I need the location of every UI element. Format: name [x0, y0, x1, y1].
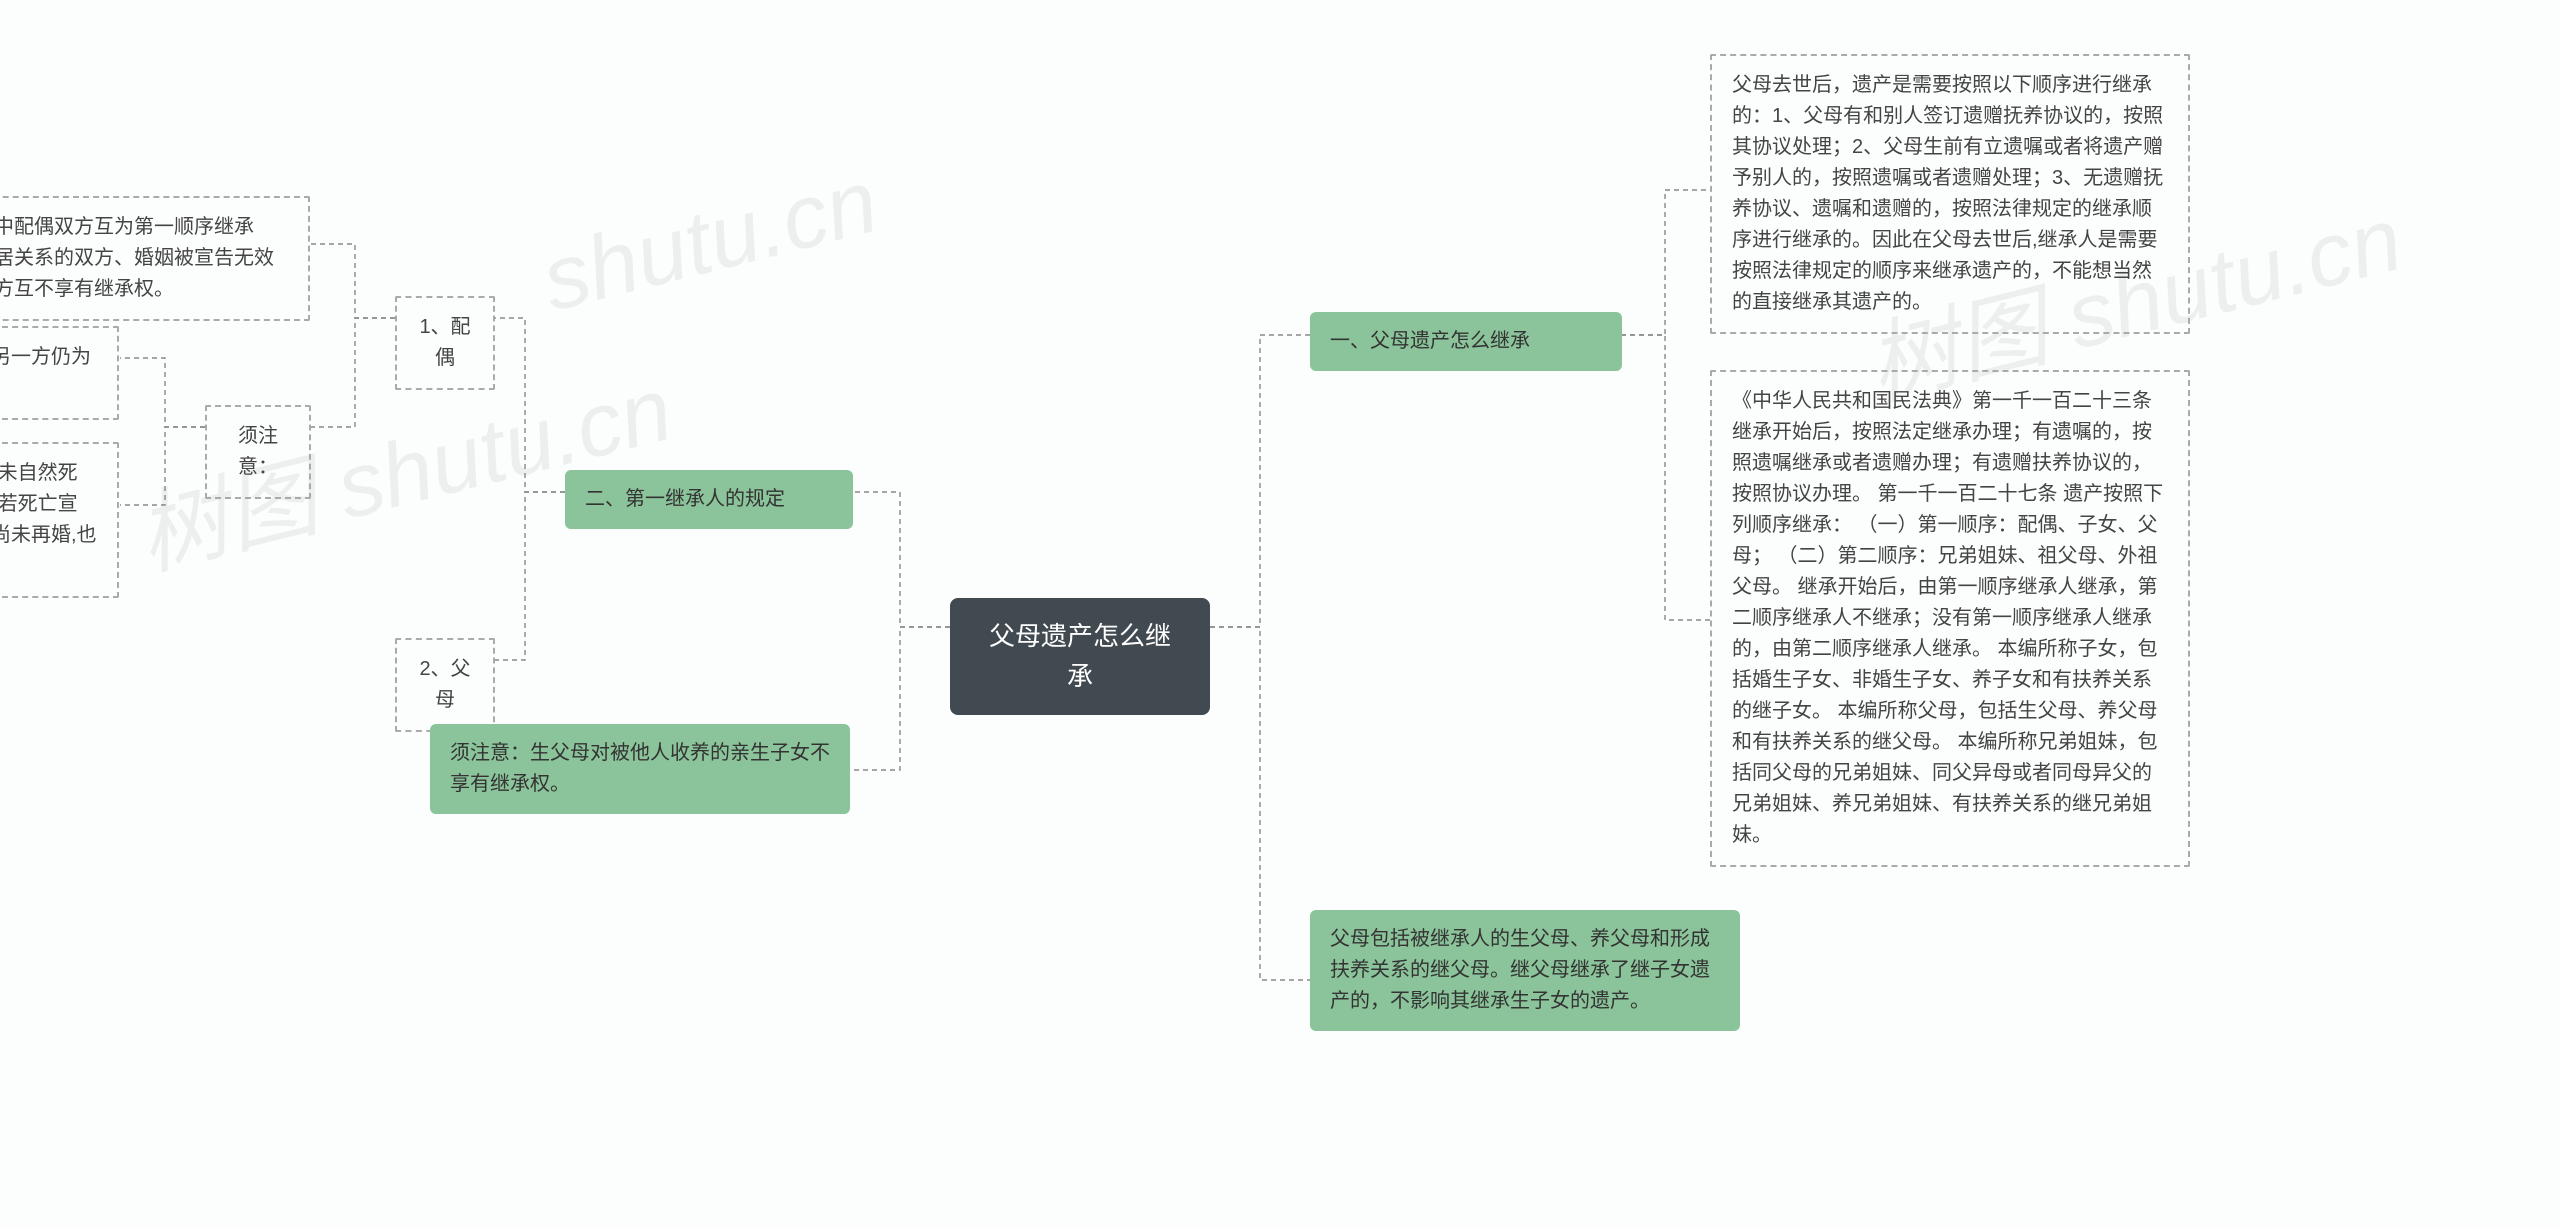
section-3-note: 父母包括被继承人的生父母、养父母和形成扶养关系的继父母。继父母继承了继子女遗产的… [1310, 910, 1740, 1031]
note-label: 须注意： [205, 405, 311, 499]
note-1: ①配偶一方在离婚诉讼中死亡的，另一方仍为为第一顺序法定继承人。 [0, 326, 119, 420]
section-note: 须注意：生父母对被他人收养的亲生子女不享有继承权。 [430, 724, 850, 814]
item-2-label: 2、父母 [395, 638, 495, 732]
section-1-detail-b: 《中华人民共和国民法典》第一千一百二十三条 继承开始后，按照法定继承办理；有遗嘱… [1710, 370, 2190, 867]
watermark: shutu.cn [533, 150, 888, 332]
section-1-detail-a: 父母去世后，遗产是需要按照以下顺序进行继承的：1、父母有和别人签订遗赠抚养协议的… [1710, 54, 2190, 334]
section-2-title: 二、第一继承人的规定 [565, 470, 853, 529]
section-1-title: 一、父母遗产怎么继承 [1310, 312, 1622, 371]
item-1-label: 1、配偶 [395, 296, 495, 390]
item-1-detail: 合法婚姻关系中配偶双方互为第一顺序继承人。所以，同居关系的双方、婚姻被宣告无效或… [0, 196, 310, 321]
note-2: ②被宣告死亡人(若于判决宣告时并未自然死亡)于判决宣告之后才自然死亡的，若死亡宣… [0, 442, 119, 598]
root-node: 父母遗产怎么继承 [950, 598, 1210, 715]
